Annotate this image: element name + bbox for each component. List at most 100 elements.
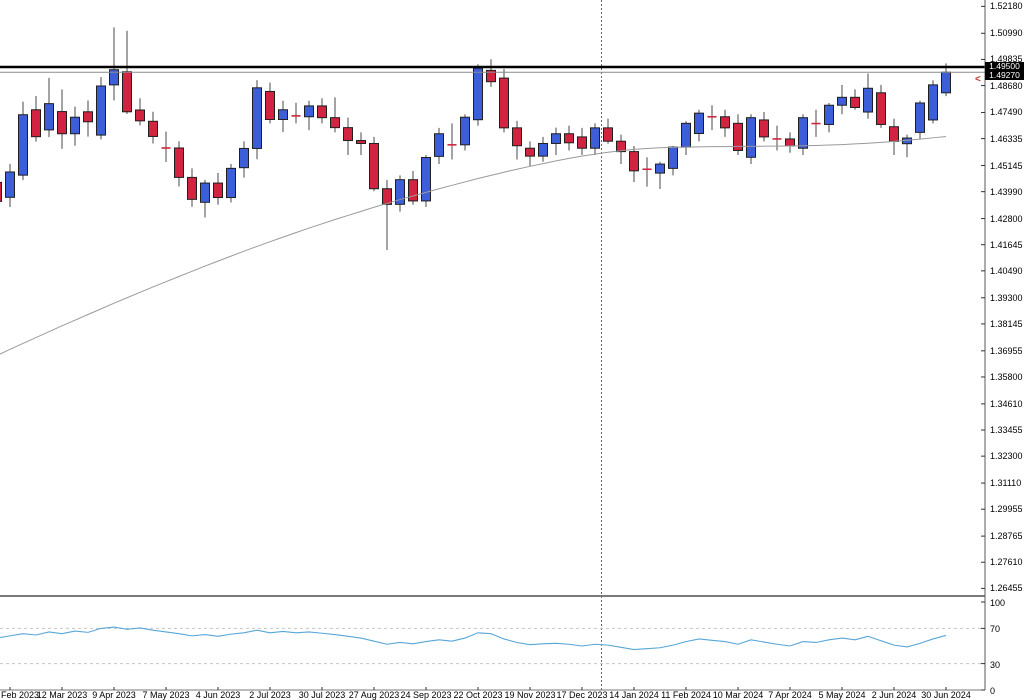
candle-body <box>603 127 613 142</box>
candle-body <box>31 109 41 138</box>
price-tick-label: 1.29955 <box>990 504 1023 515</box>
price-tick-label: 1.38145 <box>990 318 1023 329</box>
candle-body <box>733 122 743 151</box>
candle-body <box>889 126 899 142</box>
price-tick-label: 1.47490 <box>990 107 1023 118</box>
candle-body <box>460 116 470 146</box>
price-tick-label: 1.34610 <box>990 398 1023 409</box>
resistance-price-label: 1.49500 <box>985 62 1024 71</box>
candle-body <box>577 136 587 149</box>
price-tick-label: 1.42800 <box>990 213 1023 224</box>
date-tick-label: 12 Mar 2023 <box>36 690 88 700</box>
candle-body <box>44 103 54 131</box>
price-tick-label: 1.26455 <box>990 583 1023 594</box>
price-tick-label: 1.41645 <box>990 239 1023 250</box>
candle-body <box>798 117 808 149</box>
candle-body <box>83 111 93 123</box>
candle-body <box>395 179 405 205</box>
candle-body <box>668 146 678 169</box>
date-tick-label: 17 Dec 2023 <box>556 690 608 700</box>
price-axis: 1.52180 1.50990 1.49835 1.48680 1.47490 1.463… <box>986 0 1024 696</box>
price-chart-canvas[interactable] <box>0 0 986 700</box>
indicator-tick-label: 100 <box>990 598 1006 608</box>
candle-body <box>720 116 730 129</box>
date-tick-label: 24 Sep 2023 <box>400 690 452 700</box>
price-tick-label: 1.32300 <box>990 451 1023 462</box>
candle-body <box>421 156 431 202</box>
date-tick-label: 10 Mar 2024 <box>712 690 764 700</box>
candle-body <box>525 147 535 157</box>
candle-body <box>538 142 548 157</box>
candle-body <box>629 151 639 172</box>
date-tick-label: 30 Jul 2023 <box>298 690 346 700</box>
date-tick-label: 9 Apr 2023 <box>92 690 136 700</box>
candle-body <box>304 105 314 118</box>
time-axis: Feb 2023 12 Mar 2023 9 Apr 2023 7 May 2023 4… <box>0 690 1024 700</box>
candle-body <box>434 133 444 157</box>
date-tick-label: 30 Jun 2024 <box>921 690 971 700</box>
price-tick-label: 1.50990 <box>990 28 1023 39</box>
indicator-tick-label: 30 <box>990 659 1001 670</box>
candle-body <box>265 90 275 120</box>
candle-body <box>590 127 600 149</box>
candle-body <box>317 105 327 119</box>
moving-average-line <box>0 135 947 355</box>
candle-body <box>187 176 197 200</box>
candle-body <box>863 87 873 113</box>
candle-body <box>252 87 262 149</box>
date-tick-label: 5 May 2024 <box>818 690 866 700</box>
candle-body <box>915 102 925 133</box>
indicator-tick-label: 70 <box>990 624 1001 635</box>
date-tick-label: Feb 2023 <box>1 690 40 700</box>
price-tick-label: 1.28765 <box>990 531 1023 542</box>
candle-body <box>18 114 28 176</box>
candle-body <box>135 109 145 122</box>
candle-body <box>356 140 366 144</box>
candle-body <box>5 171 15 198</box>
oscillator-line <box>0 626 947 651</box>
price-tick-label: 1.36955 <box>990 345 1023 356</box>
indicator-tick-label: 0 <box>990 686 996 696</box>
candle-body <box>486 69 496 83</box>
date-tick-label: 14 Jan 2024 <box>609 690 659 700</box>
candle-body <box>382 188 392 205</box>
candle-body <box>109 69 119 86</box>
price-tick-label: 1.33455 <box>990 425 1023 435</box>
date-tick-label: 2 Jun 2024 <box>871 690 917 700</box>
candle-body <box>343 127 353 142</box>
candle-body <box>837 96 847 106</box>
candle-body <box>759 119 769 138</box>
candle-body <box>785 138 795 147</box>
candle-body <box>850 96 860 108</box>
price-tick-label: 1.45145 <box>990 160 1023 171</box>
date-tick-label: 2 Jul 2023 <box>249 690 291 700</box>
date-tick-label: 4 Jun 2023 <box>195 690 241 700</box>
candle-body <box>408 179 418 202</box>
price-tick-label: 1.52180 <box>990 1 1023 12</box>
candle-body <box>174 147 184 178</box>
price-tick-label: 1.49835 <box>990 54 1023 65</box>
price-arrow-icon: < <box>975 74 981 85</box>
candle-body <box>278 109 288 120</box>
candle-body <box>681 122 691 148</box>
price-tick-label: 1.31110 <box>990 478 1022 489</box>
candle-body <box>694 112 704 135</box>
candle-body <box>876 92 886 125</box>
candle-body <box>200 182 210 203</box>
candle-body <box>70 116 80 135</box>
candle-body <box>213 182 223 199</box>
candle-body <box>369 142 379 190</box>
date-tick-label: 27 Aug 2023 <box>348 690 400 700</box>
price-tick-label: 1.27610 <box>990 557 1023 568</box>
price-tick-label: 1.35800 <box>990 371 1023 382</box>
candle-body <box>499 77 509 129</box>
bid-price-label: 1.49270 <box>985 71 1024 80</box>
date-tick-label: 11 Feb 2024 <box>661 690 711 700</box>
candle-body <box>512 127 522 147</box>
candle-body <box>564 133 574 144</box>
candle-body <box>148 120 158 137</box>
candle-body <box>824 104 834 125</box>
date-tick-label: 19 Nov 2023 <box>504 690 556 700</box>
candle-body <box>122 71 132 113</box>
candle-body <box>57 111 67 135</box>
